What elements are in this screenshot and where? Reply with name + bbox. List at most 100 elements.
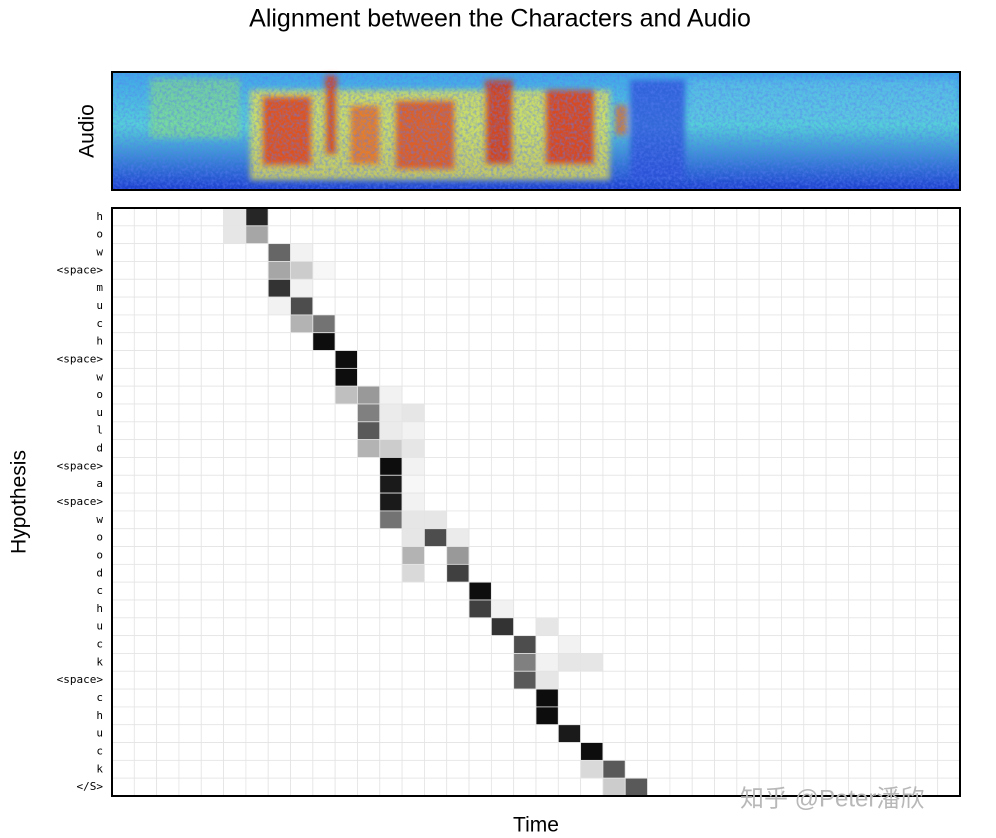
cell xyxy=(156,742,180,761)
cell xyxy=(446,759,470,779)
cell xyxy=(892,207,916,227)
cell xyxy=(870,367,894,387)
cell xyxy=(334,653,358,672)
cell xyxy=(736,314,760,334)
cell xyxy=(602,653,626,672)
cell xyxy=(379,599,403,619)
cell xyxy=(424,742,448,761)
cell xyxy=(290,617,314,637)
cell xyxy=(490,385,515,405)
cell xyxy=(937,653,961,672)
cell xyxy=(914,261,939,280)
cell xyxy=(714,759,738,779)
cell xyxy=(334,563,358,583)
cell xyxy=(357,688,381,708)
cell xyxy=(736,742,760,761)
cell xyxy=(647,492,671,512)
cell xyxy=(624,510,648,530)
cell xyxy=(401,457,425,476)
cell xyxy=(490,332,515,351)
cell xyxy=(290,635,314,654)
cell xyxy=(580,635,604,654)
cell xyxy=(736,759,760,779)
cell xyxy=(468,225,492,245)
cell xyxy=(468,421,492,441)
cell xyxy=(914,759,939,779)
cell xyxy=(714,742,738,761)
cell xyxy=(624,724,648,743)
cell xyxy=(490,528,515,547)
cell xyxy=(736,581,760,601)
cell xyxy=(513,653,537,672)
cell xyxy=(602,332,626,351)
cell xyxy=(245,510,269,530)
cell xyxy=(424,278,448,298)
cell xyxy=(513,510,537,530)
cell xyxy=(758,635,782,654)
cell xyxy=(446,742,470,761)
cell xyxy=(691,777,715,797)
cell xyxy=(937,617,961,637)
cell xyxy=(334,403,358,423)
cell xyxy=(379,225,403,245)
cell xyxy=(379,474,403,494)
cell xyxy=(245,617,269,637)
cell xyxy=(557,670,582,690)
cell xyxy=(245,759,269,779)
y-tick-label: w xyxy=(96,513,103,526)
cell xyxy=(379,314,403,334)
cell xyxy=(357,278,381,298)
cell xyxy=(178,546,202,565)
cell xyxy=(490,617,515,637)
cell xyxy=(111,261,135,280)
cell xyxy=(401,385,425,405)
cell xyxy=(669,296,693,316)
cell xyxy=(914,403,939,423)
cell xyxy=(937,581,961,601)
cell xyxy=(357,724,381,743)
cell xyxy=(580,350,604,369)
cell xyxy=(736,510,760,530)
cell xyxy=(602,599,626,619)
cell xyxy=(557,243,582,262)
cell xyxy=(290,314,314,334)
cell xyxy=(468,207,492,227)
cell xyxy=(312,617,336,637)
cell xyxy=(669,385,693,405)
cell xyxy=(602,439,626,458)
cell xyxy=(535,742,559,761)
cell xyxy=(245,457,269,476)
cell xyxy=(669,777,693,797)
cell xyxy=(535,563,559,583)
cell xyxy=(848,350,872,369)
cell xyxy=(624,742,648,761)
cell xyxy=(334,777,358,797)
cell xyxy=(468,332,492,351)
cell xyxy=(200,243,224,262)
cell xyxy=(602,510,626,530)
cell xyxy=(781,706,805,726)
cell xyxy=(892,296,916,316)
cell xyxy=(647,225,671,245)
cell xyxy=(736,670,760,690)
cell xyxy=(267,581,291,601)
cell xyxy=(111,332,135,351)
cell xyxy=(357,759,381,779)
cell xyxy=(490,546,515,565)
cell xyxy=(245,439,269,458)
cell xyxy=(781,403,805,423)
cell xyxy=(647,474,671,494)
y-tick-label: d xyxy=(96,442,103,455)
cell xyxy=(580,332,604,351)
cell xyxy=(736,688,760,708)
cell xyxy=(468,243,492,262)
cell xyxy=(379,296,403,316)
cell xyxy=(200,706,224,726)
cell xyxy=(290,457,314,476)
cell xyxy=(401,278,425,298)
cell xyxy=(334,617,358,637)
cell xyxy=(892,706,916,726)
cell xyxy=(446,314,470,334)
cell xyxy=(870,528,894,547)
